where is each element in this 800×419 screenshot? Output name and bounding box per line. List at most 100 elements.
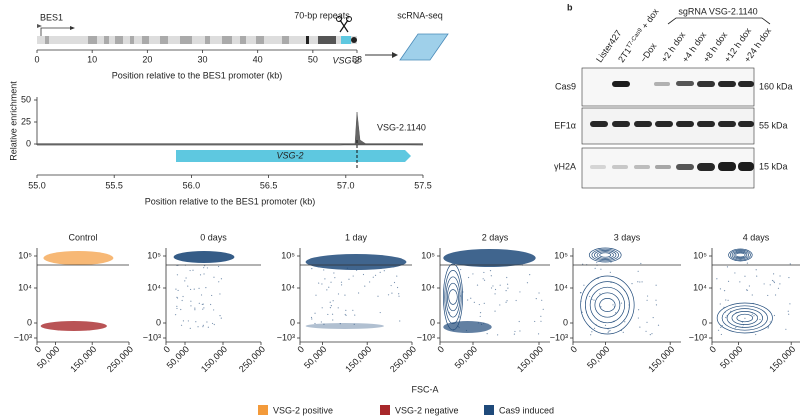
y-tick-label: −10³ bbox=[550, 332, 568, 342]
contour bbox=[448, 289, 458, 305]
locus-genes bbox=[45, 36, 289, 44]
event bbox=[725, 316, 727, 319]
x-axis-label: FSC-A bbox=[412, 384, 439, 394]
event bbox=[187, 320, 189, 322]
event bbox=[213, 276, 215, 278]
axes bbox=[711, 248, 800, 343]
event bbox=[655, 299, 657, 301]
event bbox=[476, 284, 479, 286]
event bbox=[315, 294, 317, 296]
event bbox=[518, 320, 520, 323]
enrichment-track: Relative enrichment VSG-2.1140 VSG-2 Pos… bbox=[8, 81, 426, 207]
event bbox=[734, 328, 736, 330]
event bbox=[213, 309, 215, 311]
event bbox=[200, 294, 203, 296]
event bbox=[320, 321, 322, 323]
event bbox=[180, 324, 183, 326]
event bbox=[192, 269, 194, 271]
x-tick-label: 150,000 bbox=[68, 344, 98, 374]
event bbox=[646, 299, 648, 301]
event bbox=[494, 310, 496, 312]
event bbox=[497, 334, 499, 336]
event bbox=[185, 277, 187, 279]
y-tick-label: −10³ bbox=[689, 332, 707, 342]
y-tick-label: −10³ bbox=[417, 332, 435, 342]
plot-title: 2 days bbox=[482, 232, 509, 242]
x-tick-label: 150,000 bbox=[646, 344, 676, 374]
event bbox=[482, 278, 484, 280]
event bbox=[789, 303, 791, 305]
event bbox=[206, 321, 208, 323]
lane-text: −Dox bbox=[638, 41, 659, 65]
event bbox=[593, 299, 595, 301]
event bbox=[458, 316, 460, 318]
x-tick-label: 0 bbox=[435, 344, 446, 355]
lane-label: 2T1T7-Cas9 + dox bbox=[616, 7, 661, 65]
event bbox=[600, 268, 602, 270]
event bbox=[189, 269, 191, 272]
x-tick-label: 56.0 bbox=[183, 180, 201, 190]
event bbox=[398, 295, 400, 297]
tick-label: 10 bbox=[87, 54, 97, 64]
event bbox=[752, 302, 754, 305]
event bbox=[769, 284, 771, 286]
event bbox=[597, 277, 599, 280]
event bbox=[589, 326, 591, 328]
event bbox=[318, 282, 320, 284]
event bbox=[387, 294, 390, 296]
event bbox=[324, 278, 326, 280]
output-label: scRNA-seq bbox=[397, 10, 443, 20]
event bbox=[344, 313, 346, 316]
event bbox=[723, 290, 726, 292]
event bbox=[513, 333, 516, 335]
event bbox=[202, 326, 204, 328]
event bbox=[352, 275, 354, 277]
x-tick-label: 0 bbox=[707, 344, 718, 355]
event bbox=[641, 281, 643, 283]
event bbox=[328, 286, 330, 288]
event bbox=[735, 326, 737, 329]
tick-label: 40 bbox=[253, 54, 263, 64]
event bbox=[742, 324, 745, 326]
y-tick-label: 0 bbox=[290, 317, 295, 327]
event bbox=[190, 300, 192, 302]
event bbox=[767, 327, 769, 329]
event bbox=[726, 315, 728, 317]
plot-title: Control bbox=[68, 232, 97, 242]
event bbox=[198, 287, 200, 289]
legend-swatch bbox=[258, 405, 268, 415]
panel-label: b bbox=[567, 2, 573, 12]
x-tick-label: 0 bbox=[161, 344, 172, 355]
event bbox=[190, 305, 192, 307]
event bbox=[332, 300, 334, 302]
event bbox=[494, 293, 496, 295]
x-tick-label: 50,000 bbox=[453, 344, 480, 371]
event bbox=[176, 305, 178, 307]
legend-label: Cas9 induced bbox=[499, 405, 554, 415]
y-tick-label: 25 bbox=[21, 116, 31, 126]
event bbox=[505, 290, 507, 292]
event bbox=[220, 317, 222, 319]
event bbox=[472, 273, 474, 275]
event bbox=[787, 310, 789, 312]
event bbox=[345, 314, 347, 316]
event bbox=[720, 326, 722, 328]
event bbox=[773, 314, 776, 317]
cell-cluster bbox=[443, 249, 536, 267]
lane-suffix: + dox bbox=[638, 7, 661, 33]
event bbox=[753, 315, 755, 317]
event bbox=[470, 297, 472, 299]
plot-title: 0 days bbox=[200, 232, 227, 242]
event bbox=[773, 280, 775, 282]
event bbox=[542, 308, 544, 310]
event bbox=[730, 310, 732, 312]
x-tick-label: 57.0 bbox=[337, 180, 355, 190]
event bbox=[219, 315, 221, 317]
cell-cluster bbox=[43, 251, 114, 265]
x-tick-label: 250,000 bbox=[388, 344, 418, 374]
event bbox=[637, 281, 639, 283]
x-tick-label: 150,000 bbox=[199, 344, 229, 374]
y-tick-label: 0 bbox=[27, 317, 32, 327]
